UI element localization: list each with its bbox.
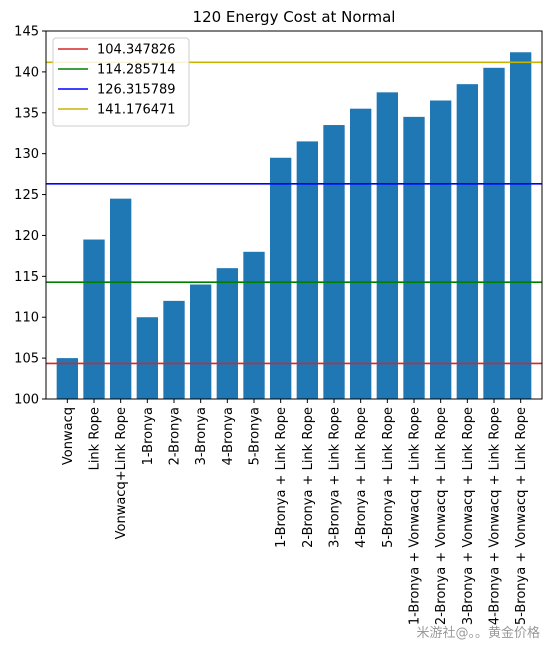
x-tick-label: 2-Bronya + Link Rope	[301, 407, 316, 548]
bar	[110, 198, 132, 399]
bar	[456, 84, 478, 400]
y-tick-label: 120	[14, 229, 39, 244]
x-axis: Vonwacq Link Rope Vonwacq+Link Rope 1-Brony…	[61, 399, 529, 625]
y-tick-label: 145	[14, 25, 39, 40]
bar	[243, 251, 265, 399]
y-tick-label: 140	[14, 65, 39, 80]
y-tick-label: 130	[14, 147, 39, 162]
x-tick-label: 1-Bronya	[141, 407, 156, 465]
y-tick-label: 125	[14, 188, 39, 203]
x-tick-label: Vonwacq+Link Rope	[114, 407, 129, 539]
x-tick-label: 2-Bronya + Vonwacq + Link Rope	[434, 407, 449, 625]
bar	[483, 67, 505, 400]
bar	[350, 108, 372, 399]
bar	[270, 157, 292, 399]
bar	[296, 141, 318, 399]
x-tick-label: Vonwacq	[61, 407, 76, 465]
legend-label: 141.176471	[97, 103, 176, 118]
x-tick-label: 4-Bronya + Link Rope	[354, 407, 369, 548]
bar	[323, 125, 345, 400]
watermark: 米游社@。。黄金价格	[416, 625, 540, 641]
x-tick-label: 4-Bronya	[221, 407, 236, 465]
plot-frame	[45, 30, 543, 400]
x-tick-label: 5-Bronya + Link Rope	[381, 407, 396, 548]
x-tick-label: 3-Bronya + Link Rope	[328, 407, 343, 548]
bar	[216, 268, 238, 399]
y-tick-label: 105	[14, 352, 39, 367]
bar	[163, 300, 185, 399]
bar	[83, 239, 105, 399]
bar	[190, 284, 212, 399]
x-tick-label: 3-Bronya + Vonwacq + Link Rope	[461, 407, 476, 625]
chart-title: 120 Energy Cost at Normal	[193, 8, 396, 26]
x-tick-label: 5-Bronya + Vonwacq + Link Rope	[514, 407, 529, 625]
y-tick-label: 100	[14, 393, 39, 408]
x-tick-label: 5-Bronya	[248, 407, 263, 465]
bar	[430, 100, 452, 399]
bar	[403, 116, 425, 399]
x-tick-label: 4-Bronya + Vonwacq + Link Rope	[488, 407, 503, 625]
x-tick-label: 2-Bronya	[168, 407, 183, 465]
legend: 104.347826 114.285714 126.315789 141.176471	[52, 37, 190, 127]
x-tick-label: 3-Bronya	[194, 407, 209, 465]
bars-group	[56, 52, 532, 400]
bar	[56, 358, 78, 399]
x-tick-label: Link Rope	[88, 407, 103, 470]
legend-label: 114.285714	[97, 63, 176, 78]
bar	[376, 92, 398, 399]
legend-box	[52, 37, 190, 127]
x-tick-label: 1-Bronya + Link Rope	[274, 407, 289, 548]
y-tick-label: 115	[14, 270, 39, 285]
legend-label: 126.315789	[97, 83, 176, 98]
y-tick-label: 135	[14, 106, 39, 121]
y-axis: 100 105 110 115 120 125 130 135 140 145	[14, 25, 46, 408]
bar	[136, 317, 158, 399]
y-tick-label: 110	[14, 311, 39, 326]
bar	[510, 52, 532, 400]
x-tick-label: 1-Bronya + Vonwacq + Link Rope	[408, 407, 423, 625]
legend-label: 104.347826	[97, 43, 176, 58]
